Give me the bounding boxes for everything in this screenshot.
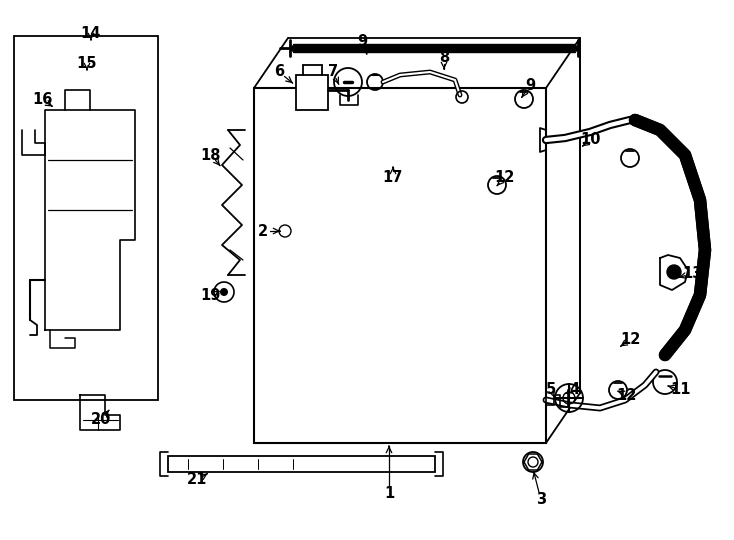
Text: 8: 8 [439, 50, 449, 64]
Text: 5: 5 [546, 381, 556, 396]
Text: 6: 6 [274, 64, 284, 79]
Bar [296, 75, 328, 110]
Bar [254, 88, 546, 443]
Bar [415, 93, 541, 438]
Text: 16: 16 [32, 92, 52, 107]
Text: 19: 19 [201, 287, 221, 302]
Bar [14, 36, 158, 400]
Text: 15: 15 [77, 56, 97, 71]
Bar [168, 456, 435, 472]
Text: 7: 7 [328, 64, 338, 79]
Text: 21: 21 [187, 472, 207, 488]
Circle shape [220, 288, 228, 296]
Text: 12: 12 [619, 333, 640, 348]
Text: 14: 14 [81, 25, 101, 40]
Text: 17: 17 [383, 171, 403, 186]
Text: 2: 2 [258, 224, 268, 239]
Text: 9: 9 [525, 78, 535, 92]
Text: 4: 4 [569, 381, 579, 396]
Text: 20: 20 [91, 411, 111, 427]
Text: 3: 3 [536, 492, 546, 508]
Circle shape [667, 265, 681, 279]
Text: 11: 11 [671, 382, 691, 397]
Text: 1: 1 [384, 487, 394, 502]
Text: 12: 12 [617, 388, 637, 402]
Text: 12: 12 [494, 171, 515, 186]
Text: 9: 9 [357, 35, 367, 50]
Text: 13: 13 [682, 267, 702, 281]
Text: 18: 18 [201, 147, 221, 163]
Text: 10: 10 [581, 132, 601, 147]
